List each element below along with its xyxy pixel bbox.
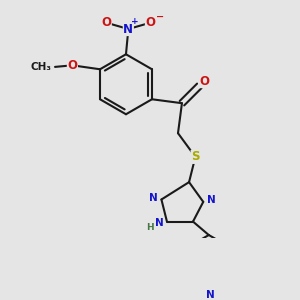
Text: N: N — [206, 290, 215, 300]
Text: N: N — [155, 218, 164, 228]
Text: N: N — [123, 22, 133, 35]
Text: H: H — [146, 224, 153, 232]
Text: S: S — [191, 150, 200, 164]
Text: O: O — [101, 16, 111, 29]
Text: −: − — [156, 11, 164, 21]
Text: O: O — [146, 16, 155, 29]
Text: +: + — [131, 16, 139, 26]
Text: O: O — [199, 75, 209, 88]
Text: O: O — [68, 59, 77, 72]
Text: N: N — [207, 195, 215, 205]
Text: CH₃: CH₃ — [30, 62, 51, 72]
Text: N: N — [149, 193, 158, 203]
